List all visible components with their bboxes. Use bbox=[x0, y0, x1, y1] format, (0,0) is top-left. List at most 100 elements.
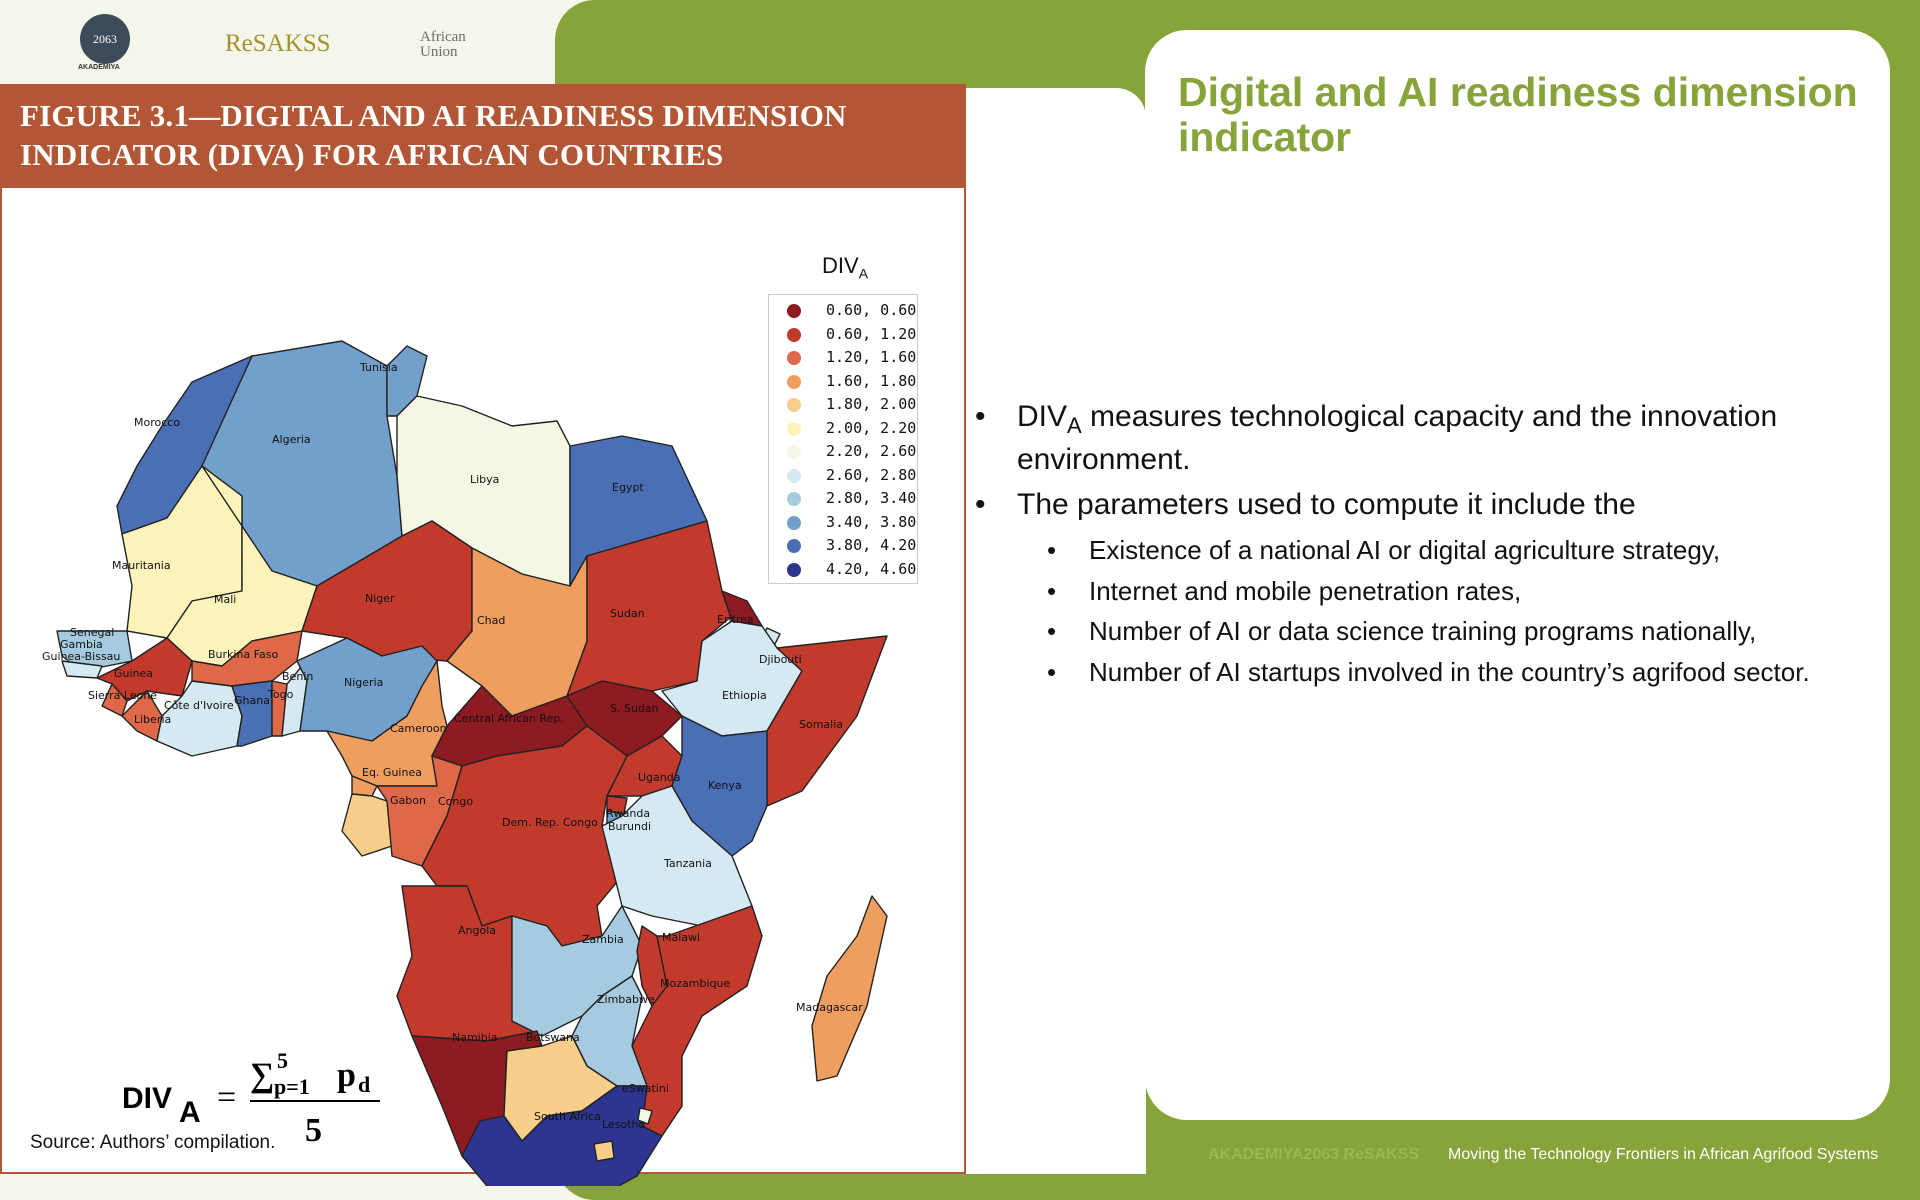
map-label-gambia: Gambia bbox=[60, 638, 103, 651]
formula-term-sub: d bbox=[358, 1072, 370, 1097]
map-label-lesotho: Lesotho bbox=[602, 1118, 645, 1131]
map-region-south-africa bbox=[461, 1085, 663, 1186]
figure-card: FIGURE 3.1—DIGITAL AND AI READINESS DIME… bbox=[0, 84, 966, 1186]
legend-swatch bbox=[787, 421, 801, 436]
sub-bullet-dot: • bbox=[1047, 575, 1057, 606]
legend-item: 1.20, 1.60 bbox=[769, 346, 917, 369]
map-label-niger: Niger bbox=[365, 592, 395, 605]
legend-swatch bbox=[787, 398, 801, 412]
legend-title: DIVA bbox=[822, 253, 869, 282]
map-label-botswana: Botswana bbox=[526, 1031, 580, 1044]
map-label-mali: Mali bbox=[214, 593, 236, 606]
map-label-sierra-leone: Sierra Leone bbox=[88, 689, 157, 702]
map-label-burundi: Burundi bbox=[608, 820, 651, 833]
footer-brand: AKADEMIYA2063 ReSAKSS bbox=[1208, 1146, 1420, 1163]
legend-label: 2.00, 2.20 bbox=[826, 418, 917, 437]
resakss-logo: ReSAKSS bbox=[225, 30, 331, 57]
sub-bullet-text: Internet and mobile penetration rates, bbox=[1089, 575, 1522, 606]
map-label-ghana: Ghana bbox=[234, 694, 270, 707]
map-label-eq-guinea: Eq. Guinea bbox=[362, 766, 422, 779]
bullet-text-1: DIVA measures technological capacity and… bbox=[1017, 400, 1778, 476]
map-label-namibia: Namibia bbox=[452, 1031, 498, 1044]
map-region-lesotho bbox=[593, 1140, 615, 1162]
africa-map: Morocco Algeria Tunisia Libya Egypt Maur… bbox=[42, 340, 888, 1186]
figure-title: FIGURE 3.1—DIGITAL AND AI READINESS DIME… bbox=[20, 98, 847, 172]
map-label-guinea-bissau: Guinea-Bissau bbox=[42, 650, 120, 663]
map-label-ethiopia: Ethiopia bbox=[722, 689, 767, 702]
legend-item: 3.40, 3.80 bbox=[769, 511, 917, 534]
map-label-chad: Chad bbox=[477, 614, 505, 627]
map-label-malawi: Malawi bbox=[662, 931, 700, 944]
legend-swatch bbox=[787, 304, 801, 318]
figure-header: FIGURE 3.1—DIGITAL AND AI READINESS DIME… bbox=[2, 86, 964, 188]
formula-denominator: 5 bbox=[305, 1112, 322, 1149]
figure-source: Source: Authors’ compilation. bbox=[30, 1132, 276, 1153]
slide-title: Digital and AI readiness dimension indic… bbox=[1178, 69, 1858, 160]
african-union-logo: African Union bbox=[420, 29, 466, 60]
map-label-mozambique: Mozambique bbox=[660, 977, 730, 990]
legend-item: 3.80, 4.20 bbox=[769, 534, 917, 557]
legend-swatch bbox=[787, 539, 801, 553]
legend-label: 4.20, 4.60 bbox=[826, 559, 917, 578]
legend-swatch bbox=[787, 351, 801, 365]
map-label-liberia: Liberia bbox=[134, 713, 171, 726]
map-label-senegal: Senegal bbox=[70, 626, 114, 639]
map-region-senegal bbox=[56, 630, 133, 672]
legend-item: 1.60, 1.80 bbox=[769, 370, 917, 393]
legend-label: 0.60, 0.60 bbox=[826, 301, 917, 319]
legend-item: 0.60, 1.20 bbox=[769, 323, 917, 346]
map-label-egypt: Egypt bbox=[612, 481, 644, 494]
map-label-eswatini: eSwatini bbox=[622, 1082, 669, 1095]
legend-swatch bbox=[787, 492, 801, 506]
map-label-kenya: Kenya bbox=[708, 779, 742, 792]
legend-item: 2.20, 2.60 bbox=[769, 440, 917, 463]
map-label-mauritania: Mauritania bbox=[112, 559, 171, 572]
legend-item: 2.00, 2.20 bbox=[769, 417, 917, 440]
map-label-burkina-faso: Burkina Faso bbox=[208, 648, 278, 661]
legend-swatch bbox=[787, 445, 801, 459]
map-region-kenya bbox=[671, 715, 768, 857]
sub-bullet-text: Number of AI or data science training pr… bbox=[1089, 616, 1757, 646]
legend-label: 3.40, 3.80 bbox=[826, 512, 917, 531]
map-label-zimbabwe: Zimbabwe bbox=[597, 993, 655, 1006]
legend-item: 1.80, 2.00 bbox=[769, 393, 917, 416]
map-region-gabon bbox=[341, 793, 393, 857]
formula-sum-bottom: p=1 bbox=[274, 1074, 310, 1099]
map-label-guinea: Guinea bbox=[114, 667, 153, 680]
akademiya-logo-label: AKADEMIYA bbox=[78, 64, 120, 71]
legend-swatch bbox=[787, 327, 801, 342]
map-region-somalia bbox=[766, 635, 888, 807]
map-region-madagascar bbox=[811, 895, 888, 1082]
legend-label: 2.60, 2.80 bbox=[826, 465, 917, 484]
legend-item: 4.20, 4.60 bbox=[769, 558, 917, 581]
formula-lhs-sub: A bbox=[179, 1096, 201, 1129]
map-label-madagascar: Madagascar bbox=[796, 1001, 863, 1014]
content-panel bbox=[1145, 30, 1890, 1120]
map-label-algeria: Algeria bbox=[272, 433, 311, 446]
legend-swatch bbox=[787, 562, 801, 577]
logo-bar: 2063 AKADEMIYA ReSAKSS African Union bbox=[0, 0, 555, 82]
diva-formula: DIV A = ∑ 5 p=1 p d 5 bbox=[122, 1046, 402, 1161]
sub-bullet-text: Number of AI startups involved in the co… bbox=[1089, 656, 1810, 687]
map-label-djibouti: Djibouti bbox=[759, 653, 802, 666]
formula-sum-symbol: ∑ bbox=[250, 1057, 274, 1094]
legend-label: 0.60, 1.20 bbox=[826, 324, 917, 343]
formula-equals: = bbox=[217, 1079, 236, 1116]
legend-item: 0.60, 0.60 bbox=[769, 299, 917, 322]
map-label-angola: Angola bbox=[458, 924, 496, 937]
footer-tagline: Moving the Technology Frontiers in Afric… bbox=[1448, 1146, 1879, 1163]
map-label-south-africa: South Africa bbox=[534, 1110, 601, 1123]
sub-bullet-dot: • bbox=[1047, 535, 1057, 565]
map-label-cote-divoire: Côte d'Ivoire bbox=[164, 699, 234, 712]
map-label-dem-rep-congo: Dem. Rep. Congo bbox=[502, 816, 598, 829]
bullet-text-2: The parameters used to compute it includ… bbox=[1017, 488, 1636, 521]
formula-sum-top: 5 bbox=[277, 1048, 288, 1073]
legend-label: 1.60, 1.80 bbox=[826, 371, 917, 390]
map-label-congo: Congo bbox=[438, 795, 473, 808]
map-label-zambia: Zambia bbox=[582, 933, 624, 946]
map-label-eritrea: Eritrea bbox=[717, 613, 754, 626]
map-label-cameroon: Cameroon bbox=[390, 722, 447, 735]
legend-label: 2.20, 2.60 bbox=[826, 442, 917, 460]
sub-bullet-dot: • bbox=[1047, 656, 1057, 687]
formula-term: p bbox=[337, 1057, 356, 1094]
